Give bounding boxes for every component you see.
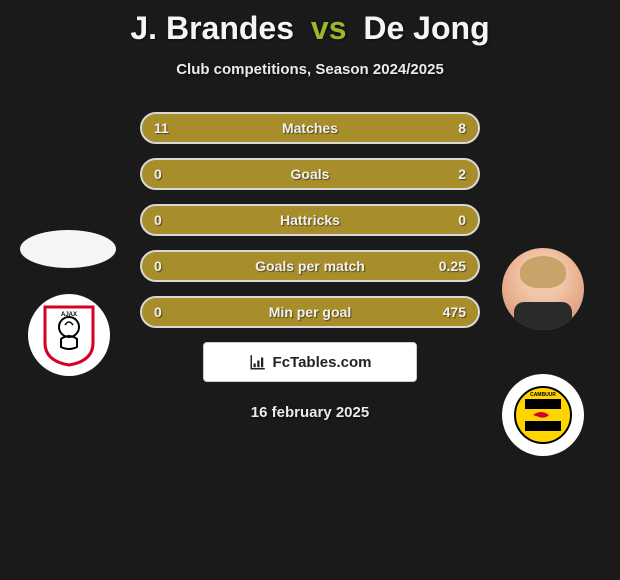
svg-text:AJAX: AJAX bbox=[61, 312, 77, 318]
vs-label: vs bbox=[311, 10, 347, 46]
stat-label: Goals bbox=[291, 166, 330, 182]
subtitle: Club competitions, Season 2024/2025 bbox=[0, 61, 620, 78]
stat-right-value: 2 bbox=[436, 166, 466, 182]
stat-row-min-per-goal: 0 Min per goal 475 bbox=[140, 296, 480, 328]
club-logo-right: CAMBUUR bbox=[502, 374, 584, 456]
club-logo-left: AJAX bbox=[28, 294, 110, 376]
stat-row-matches: 11 Matches 8 bbox=[140, 112, 480, 144]
stat-left-value: 0 bbox=[154, 304, 184, 320]
chart-icon bbox=[249, 353, 267, 371]
stat-row-goals-per-match: 0 Goals per match 0.25 bbox=[140, 250, 480, 282]
player1-name: J. Brandes bbox=[130, 10, 294, 46]
comparison-title: J. Brandes vs De Jong bbox=[0, 0, 620, 47]
stat-label: Matches bbox=[282, 120, 338, 136]
stat-row-hattricks: 0 Hattricks 0 bbox=[140, 204, 480, 236]
player1-headshot bbox=[20, 230, 116, 268]
watermark-box: FcTables.com bbox=[203, 342, 417, 382]
stat-left-value: 0 bbox=[154, 258, 184, 274]
stat-label: Goals per match bbox=[255, 258, 365, 274]
stat-label: Min per goal bbox=[269, 304, 351, 320]
stat-left-value: 0 bbox=[154, 166, 184, 182]
watermark-text: FcTables.com bbox=[273, 354, 372, 371]
player2-name: De Jong bbox=[363, 10, 489, 46]
ajax-logo-icon: AJAX bbox=[41, 303, 97, 367]
stat-right-value: 0 bbox=[436, 212, 466, 228]
stat-right-value: 475 bbox=[436, 304, 466, 320]
player2-headshot bbox=[502, 248, 584, 330]
stats-container: AJAX CAMBUUR 11 Matches 8 0 Goals 2 0 Ha… bbox=[0, 112, 620, 328]
cambuur-logo-icon: CAMBUUR bbox=[513, 385, 573, 445]
stat-left-value: 11 bbox=[154, 120, 184, 136]
stat-label: Hattricks bbox=[280, 212, 340, 228]
stat-left-value: 0 bbox=[154, 212, 184, 228]
stat-right-value: 0.25 bbox=[436, 258, 466, 274]
stat-row-goals: 0 Goals 2 bbox=[140, 158, 480, 190]
svg-text:CAMBUUR: CAMBUUR bbox=[530, 392, 556, 398]
stat-right-value: 8 bbox=[436, 120, 466, 136]
